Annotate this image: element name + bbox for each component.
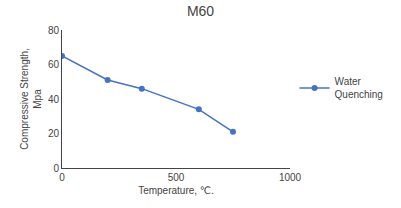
svg-text:0: 0 bbox=[53, 163, 59, 174]
svg-text:M60: M60 bbox=[187, 3, 214, 19]
svg-text:Compressive Strength,Mpa: Compressive Strength,Mpa bbox=[19, 48, 43, 150]
svg-text:0: 0 bbox=[59, 172, 65, 183]
svg-text:40: 40 bbox=[48, 94, 60, 105]
svg-text:60: 60 bbox=[48, 59, 60, 70]
svg-text:80: 80 bbox=[48, 25, 60, 36]
svg-text:Temperature, ℃.: Temperature, ℃. bbox=[138, 185, 214, 196]
svg-text:500: 500 bbox=[168, 172, 185, 183]
svg-text:1000: 1000 bbox=[279, 172, 302, 183]
svg-text:WaterQuenching: WaterQuenching bbox=[335, 76, 383, 100]
svg-text:20: 20 bbox=[48, 128, 60, 139]
